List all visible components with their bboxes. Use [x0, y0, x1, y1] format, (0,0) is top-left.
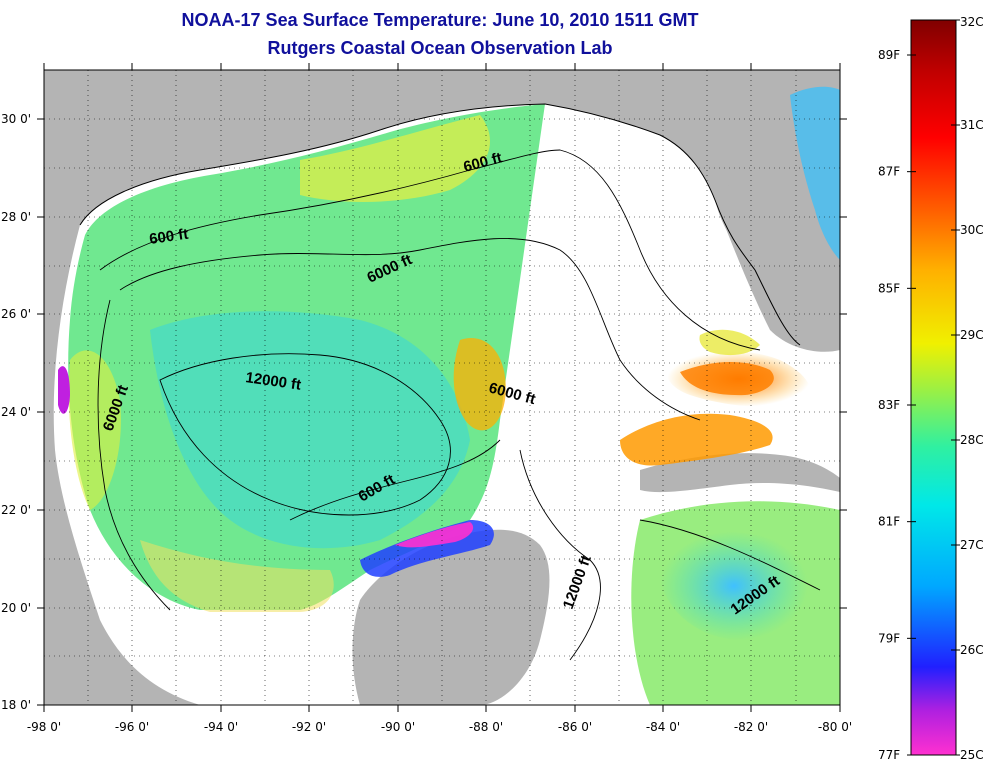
sst-field-magenta-texas: [58, 366, 70, 414]
y-tick-label: 30 0': [1, 112, 31, 126]
sst-field-caribbean-cool: [660, 531, 808, 641]
x-tick-label: -98 0': [27, 720, 61, 734]
colorbar-label-c: 32C: [960, 15, 984, 29]
colorbar-label-f: 85F: [878, 281, 900, 295]
map-title: NOAA-17 Sea Surface Temperature: June 10…: [181, 10, 699, 30]
y-tick-labels: 30 0' 28 0' 26 0' 24 0' 22 0' 20 0' 18 0…: [1, 112, 31, 712]
y-tick-label: 18 0': [1, 698, 31, 712]
sst-field-yellow-west: [68, 350, 121, 510]
atlantic-data: [790, 86, 840, 260]
sst-field-yellow-north: [300, 115, 490, 202]
y-tick-label: 28 0': [1, 210, 31, 224]
sst-field-florida-orange: [680, 361, 774, 396]
sst-field-magenta-campeche: [395, 522, 474, 548]
colorbar-label-f: 89F: [878, 48, 900, 62]
colorbar-label-f: 79F: [878, 631, 900, 645]
x-tick-label: -92 0': [292, 720, 326, 734]
sst-field-florida-west-yellow: [699, 329, 760, 356]
sst-field-keys-orange: [620, 413, 773, 466]
contour-600ft: [99, 149, 761, 351]
colorbar-label-c: 29C: [960, 328, 984, 342]
colorbar-ticks: 32C 31C 30C 29C 28C 27C 26C 25C 89F 87F 85F 83F 81F 7…: [878, 15, 984, 762]
yucatan-land: [352, 529, 550, 705]
colorbar-label-f: 87F: [878, 165, 900, 179]
colorbar-label-f: 83F: [878, 398, 900, 412]
colorbar-label-c: 26C: [960, 643, 984, 657]
contour-label: 600 ft: [148, 226, 189, 248]
colorbar-label-c: 31C: [960, 118, 984, 132]
y-tick-label: 24 0': [1, 405, 31, 419]
y-tick-label: 22 0': [1, 503, 31, 517]
x-tick-label: -84 0': [646, 720, 680, 734]
colorbar-gradient: [910, 19, 957, 756]
sst-field-orange-loop: [453, 338, 506, 431]
contour-6000ft: [119, 238, 701, 421]
x-tick-label: -94 0': [204, 720, 238, 734]
x-tick-label: -82 0': [734, 720, 768, 734]
contour-600ft-south: [289, 439, 501, 521]
cuba-land: [640, 453, 840, 493]
x-tick-label: -86 0': [558, 720, 592, 734]
contour-caribbean: [639, 519, 821, 591]
frame-ticks: [37, 63, 847, 712]
colorbar-label-c: 25C: [960, 748, 984, 762]
x-tick-label: -90 0': [381, 720, 415, 734]
coastline: [79, 103, 801, 346]
colorbar: 32C 31C 30C 29C 28C 27C 26C 25C 89F 87F 85F 83F 81F 7…: [878, 15, 984, 762]
colorbar-label-f: 81F: [878, 515, 900, 529]
colorbar-label-f: 77F: [878, 748, 900, 762]
graticule: [44, 70, 840, 705]
sst-field-yellow-bands: [140, 540, 334, 612]
x-tick-label: -80 0': [818, 720, 852, 734]
x-tick-label: -88 0': [469, 720, 503, 734]
y-tick-label: 26 0': [1, 307, 31, 321]
contour-12000ft: [159, 353, 451, 516]
colorbar-label-c: 30C: [960, 223, 984, 237]
colorbar-label-c: 28C: [960, 433, 984, 447]
y-tick-label: 20 0': [1, 601, 31, 615]
sst-field-cyan: [150, 311, 470, 549]
contour-6000ft-west: [97, 299, 171, 611]
colorbar-label-c: 27C: [960, 538, 984, 552]
x-tick-label: -96 0': [115, 720, 149, 734]
map-subtitle: Rutgers Coastal Ocean Observation Lab: [267, 38, 613, 58]
contour-12000ft-yucatan: [519, 449, 601, 661]
x-tick-labels: -98 0' -96 0' -94 0' -92 0' -90 0' -88 0…: [27, 720, 852, 734]
map-frame: [43, 69, 841, 706]
